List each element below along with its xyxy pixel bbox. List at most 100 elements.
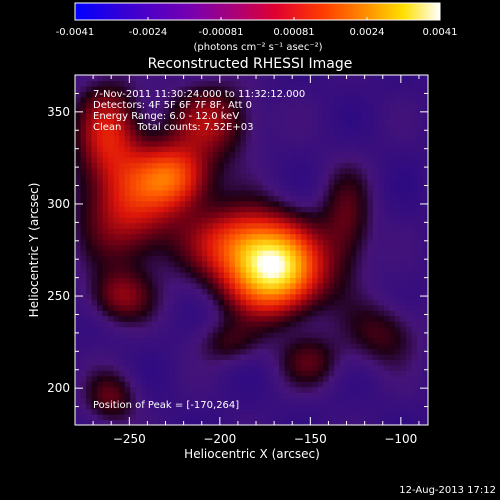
heatmap-cell [295, 260, 302, 268]
heatmap-cell [257, 370, 264, 377]
heatmap-cell [163, 151, 170, 158]
heatmap-cell [268, 326, 275, 333]
heatmap-cell [411, 397, 418, 404]
heatmap-cell [273, 75, 280, 82]
heatmap-cell [113, 162, 120, 169]
heatmap-cell [223, 403, 231, 410]
heatmap-cell [367, 321, 374, 328]
heatmap-cell [334, 370, 341, 377]
heatmap-cell [168, 91, 175, 98]
heatmap-cell [389, 342, 396, 350]
heatmap-cell [350, 375, 357, 382]
heatmap-cell [80, 244, 87, 251]
heatmap-cell [411, 239, 418, 246]
heatmap-cell [223, 189, 231, 196]
heatmap-cell [350, 403, 357, 410]
heatmap-cell [135, 85, 142, 93]
heatmap-cell [383, 200, 390, 207]
heatmap-cell [91, 353, 98, 360]
heatmap-cell [212, 91, 220, 98]
heatmap-cell [141, 124, 148, 131]
heatmap-cell [130, 326, 137, 333]
heatmap-cell [119, 178, 126, 185]
heatmap-cell [212, 310, 220, 317]
heatmap-cell [91, 96, 98, 103]
heatmap-cell [207, 200, 214, 207]
heatmap-cell [163, 403, 170, 410]
heatmap-cell [240, 359, 247, 366]
heatmap-cell [163, 85, 170, 93]
heatmap-cell [356, 326, 363, 333]
heatmap-cell [234, 162, 242, 169]
heatmap-cell [146, 129, 153, 136]
heatmap-cell [86, 206, 93, 213]
heatmap-cell [146, 293, 153, 300]
heatmap-cell [91, 107, 98, 114]
heatmap-cell [268, 173, 275, 180]
heatmap-cell [168, 304, 175, 311]
heatmap-cell [367, 157, 374, 164]
heatmap-cell [179, 386, 186, 393]
heatmap-cell [130, 135, 137, 142]
heatmap-cell [102, 233, 109, 240]
heatmap-cell [130, 250, 137, 257]
heatmap-cell [394, 228, 402, 235]
heatmap-cell [86, 332, 93, 339]
heatmap-cell [135, 288, 142, 295]
heatmap-cell [157, 255, 164, 262]
heatmap-cell [306, 178, 313, 185]
heatmap-cell [174, 184, 181, 191]
heatmap-cell [284, 419, 291, 425]
heatmap-cell [141, 342, 148, 350]
heatmap-cell [328, 255, 335, 262]
heatmap-cell [334, 359, 341, 366]
heatmap-cell [163, 408, 170, 415]
heatmap-cell [394, 85, 402, 93]
heatmap-cell [262, 200, 269, 207]
heatmap-cell [323, 85, 330, 93]
heatmap-cell [218, 96, 225, 103]
heatmap-cell [323, 250, 330, 257]
heatmap-cell [108, 173, 115, 180]
heatmap-cell [196, 222, 203, 229]
heatmap-cell [345, 359, 352, 366]
heatmap-cell [422, 195, 428, 202]
heatmap-cell [367, 403, 374, 410]
heatmap-cell [201, 124, 208, 131]
heatmap-cell [367, 118, 374, 125]
heatmap-cell [284, 353, 291, 360]
heatmap-cell [284, 184, 291, 191]
heatmap-cell [141, 359, 148, 366]
heatmap-cell [135, 140, 142, 147]
heatmap-cell [157, 124, 164, 131]
heatmap-cell [339, 102, 346, 109]
heatmap-cell [323, 228, 330, 235]
heatmap-cell [91, 157, 98, 164]
heatmap-cell [130, 381, 137, 388]
heatmap-cell [251, 96, 258, 103]
heatmap-cell [240, 293, 247, 300]
heatmap-cell [317, 250, 324, 257]
heatmap-cell [257, 75, 264, 82]
heatmap-cell [207, 206, 214, 213]
heatmap-cell [389, 200, 396, 207]
heatmap-cell [361, 200, 368, 207]
heatmap-cell [361, 332, 368, 339]
heatmap-cell [146, 370, 153, 377]
heatmap-cell [168, 228, 175, 235]
heatmap-cell [416, 228, 424, 235]
heatmap-cell [356, 408, 363, 415]
heatmap-cell [411, 173, 418, 180]
heatmap-cell [394, 321, 402, 328]
heatmap-cell [328, 233, 335, 240]
heatmap-cell [372, 392, 379, 399]
heatmap-cell [124, 250, 131, 257]
heatmap-cell [157, 91, 164, 98]
heatmap-cell [284, 211, 291, 218]
heatmap-cell [97, 129, 104, 136]
heatmap-cell [97, 381, 104, 388]
heatmap-cell [317, 228, 324, 235]
heatmap-cell [356, 124, 363, 131]
heatmap-cell [234, 342, 242, 350]
heatmap-cell [400, 184, 407, 191]
